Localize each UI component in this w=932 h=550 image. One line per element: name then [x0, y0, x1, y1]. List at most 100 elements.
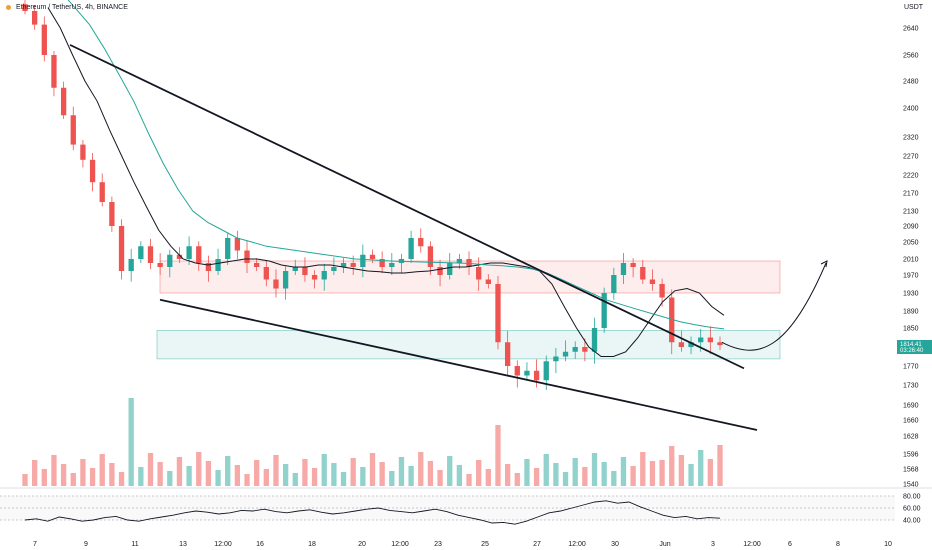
candle-body — [466, 259, 472, 267]
price-tick-10: 2050 — [903, 240, 919, 247]
volume-bar — [601, 462, 607, 486]
volume-bar — [167, 471, 173, 486]
ma-fast — [47, 7, 725, 357]
candle-body — [427, 246, 434, 267]
volume-bar — [369, 453, 376, 486]
volume-bar — [128, 398, 134, 486]
price-tick-9: 2090 — [903, 224, 919, 231]
candle-body — [244, 250, 250, 263]
volume-bar — [379, 462, 385, 486]
candle-body — [379, 259, 385, 267]
volume-bar — [186, 466, 192, 486]
time-tick-13: 30 — [611, 541, 619, 548]
time-tick-1: 9 — [84, 541, 88, 548]
candle-body — [350, 263, 356, 267]
candle-body — [717, 342, 723, 346]
candle-body — [669, 297, 675, 343]
price-tick-1: 2560 — [903, 53, 919, 60]
time-tick-15: 3 — [711, 541, 715, 548]
price-tick-11: 2010 — [903, 257, 919, 264]
price-tick-21: 1628 — [903, 434, 919, 441]
rsi-level-40: 40.00 — [903, 518, 921, 525]
volume-bar — [22, 474, 28, 486]
candle-body — [70, 115, 76, 145]
candle-body — [553, 356, 559, 362]
symbol-icon — [6, 4, 11, 10]
volume-bar — [80, 459, 86, 486]
symbol-header[interactable]: Ethereum / TetherUS, 4h, BINANCE — [6, 4, 128, 11]
price-axis[interactable]: 2640 2560 2480 2400 2320 2270 2220 2170 2130 2090… — [903, 26, 919, 489]
candle-body — [167, 254, 173, 267]
trendline-lower[interactable] — [159, 298, 758, 431]
candle-body — [234, 238, 241, 251]
candle-body — [591, 328, 598, 352]
time-tick-11: 27 — [533, 541, 541, 548]
candle-body — [543, 361, 549, 381]
rsi-pane: 80.00 60.00 40.00 — [0, 487, 932, 525]
rsi-line — [24, 500, 721, 525]
volume-bar — [572, 458, 578, 486]
candle-body — [495, 284, 501, 343]
volume-bar — [360, 467, 366, 486]
trendlines[interactable] — [69, 44, 828, 431]
volume-bar — [456, 465, 463, 486]
candle-body — [456, 259, 463, 263]
candles[interactable] — [22, 0, 723, 390]
volume-bar — [157, 462, 163, 486]
candle-body — [215, 259, 221, 271]
price-tick-18: 1730 — [903, 383, 919, 390]
time-tick-17: 6 — [788, 541, 792, 548]
candle-body — [302, 267, 308, 275]
time-axis[interactable]: 7 9 11 13 12:00 16 18 20 12:00 23 25 27 12:00 30 Jun 3 1… — [33, 541, 892, 548]
volume-bar — [350, 458, 356, 486]
candle-body — [485, 279, 491, 284]
time-tick-2: 11 — [131, 541, 138, 548]
candle-body — [186, 246, 192, 259]
candle-body — [51, 55, 57, 88]
volume-bar — [688, 464, 694, 486]
candle-body — [476, 267, 482, 280]
candle-body — [89, 159, 96, 183]
volume-bar — [562, 472, 569, 486]
candle-body — [225, 238, 231, 259]
volume-bar — [669, 446, 675, 486]
moving-averages — [47, 0, 725, 357]
candle-body — [109, 202, 115, 226]
price-tick-0: 2640 — [903, 26, 919, 33]
volume-bar — [109, 463, 115, 486]
current-price-countdown: 03:26:40 — [900, 348, 924, 354]
volume-bar — [514, 473, 520, 486]
price-tick-2: 2480 — [903, 79, 919, 86]
volume-bar — [99, 454, 105, 486]
time-tick-12: 12:00 — [568, 541, 586, 548]
volume-bar — [649, 461, 656, 486]
candle-body — [321, 271, 327, 280]
volume-bar — [707, 459, 714, 486]
candle-body — [254, 263, 260, 267]
volume-bar — [176, 457, 183, 486]
volume-bar — [437, 470, 443, 486]
time-tick-7: 20 — [358, 541, 366, 548]
volume-bar — [533, 468, 540, 486]
price-tick-20: 1660 — [903, 418, 919, 425]
candle-body — [196, 246, 202, 263]
candle-body — [408, 238, 414, 259]
volume-bar — [717, 445, 723, 486]
volume-bar — [89, 468, 96, 486]
volume-bar — [582, 467, 588, 486]
trendline-upper[interactable] — [69, 44, 745, 370]
time-tick-14: Jun — [659, 541, 670, 548]
volume-bar — [147, 453, 154, 486]
candle-body — [138, 246, 144, 259]
volume-bar — [340, 472, 347, 486]
candle-body — [649, 279, 656, 284]
symbol-line: Ethereum / TetherUS, 4h, BINANCE — [15, 4, 128, 11]
volume-bar — [678, 455, 685, 486]
volume-bar — [495, 425, 501, 486]
price-tick-15: 1850 — [903, 326, 919, 333]
price-tick-12: 1970 — [903, 273, 919, 280]
volume-bar — [41, 469, 47, 486]
volume-bar — [476, 460, 482, 486]
volume-bar — [244, 474, 250, 486]
price-tick-24: 1540 — [903, 482, 919, 489]
